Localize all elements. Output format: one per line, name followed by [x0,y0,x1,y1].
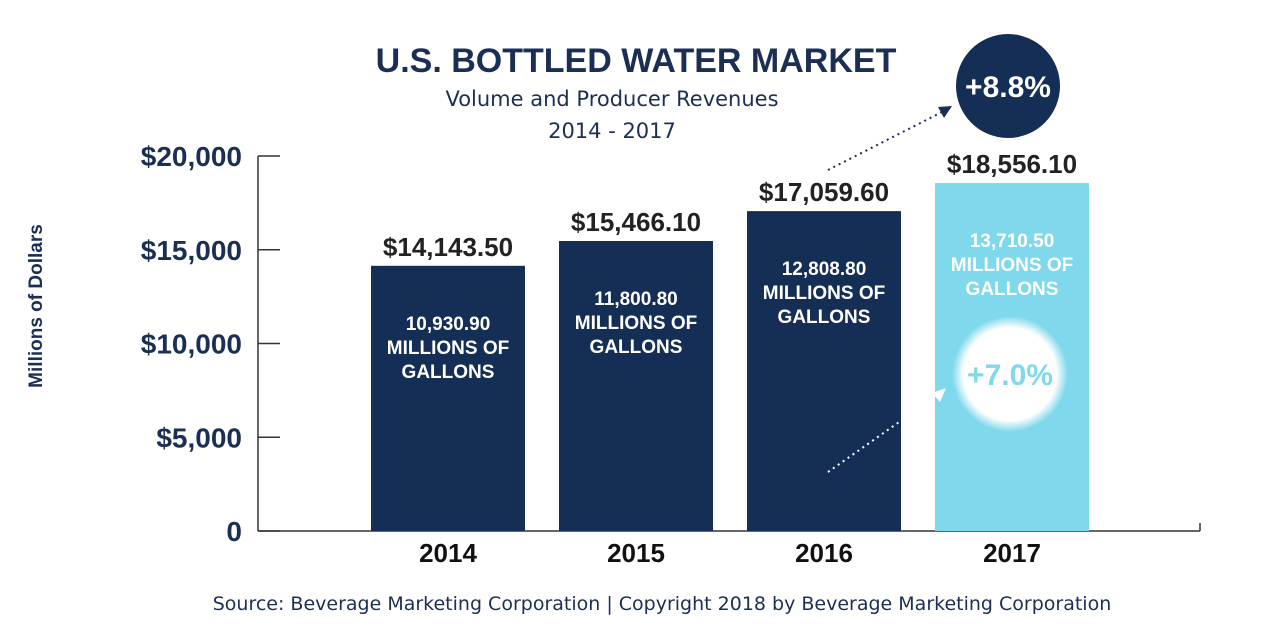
value-label: $18,556.10 [947,149,1077,179]
y-tick-label: 0 [226,516,242,547]
source-note: Source: Beverage Marketing Corporation |… [213,593,1112,615]
y-tick-label: $15,000 [141,235,242,266]
value-label: $17,059.60 [759,177,889,207]
bar-2016 [747,211,901,531]
chart-subtitle: Volume and Producer Revenues [445,87,778,111]
y-tick-label: $10,000 [141,329,242,360]
bar-2014 [371,265,525,531]
y-axis: 0 $5,000 $10,000 $15,000 $20,000 [141,141,280,547]
chart-title: U.S. BOTTLED WATER MARKET [376,42,897,80]
volume-growth-arrowhead [932,388,946,402]
volume-label-line: 11,800.80 [594,289,677,310]
y-axis-label: Millions of Dollars [26,224,47,388]
revenue-growth-badge [956,34,1060,138]
bar-2015 [559,241,713,531]
value-labels-group: $14,143.50 10,930.90 MILLIONS OF GALLONS $15… [383,149,1077,383]
y-tick-label: $20,000 [141,141,242,172]
volume-label-line: GALLONS [402,362,495,383]
volume-label-line: GALLONS [590,337,683,358]
volume-growth-label: +7.0% [967,359,1053,392]
value-label: $15,466.10 [571,207,701,237]
volume-label-line: MILLIONS OF [575,313,697,334]
y-tick-label: $5,000 [156,422,242,453]
volume-label-line: 10,930.90 [406,314,491,335]
x-tick-label: 2015 [607,538,665,568]
revenue-growth-arrowhead [938,106,952,118]
volume-growth-glow [952,316,1068,432]
volume-label-line: GALLONS [778,307,871,328]
revenue-growth-label: +8.8% [965,71,1051,104]
revenue-growth-arrow [827,111,943,171]
volume-label-line: MILLIONS OF [951,255,1073,276]
volume-label-line: 12,808.80 [782,259,867,280]
value-label: $14,143.50 [383,232,513,262]
volume-label-line: 13,710.50 [970,231,1055,252]
x-tick-label: 2014 [419,538,477,568]
volume-label-line: MILLIONS OF [387,338,509,359]
x-tick-label: 2017 [983,538,1041,568]
volume-label-line: MILLIONS OF [763,283,885,304]
chart-period: 2014 - 2017 [548,119,676,143]
x-tick-label: 2016 [795,538,853,568]
volume-label-line: GALLONS [966,279,1059,300]
